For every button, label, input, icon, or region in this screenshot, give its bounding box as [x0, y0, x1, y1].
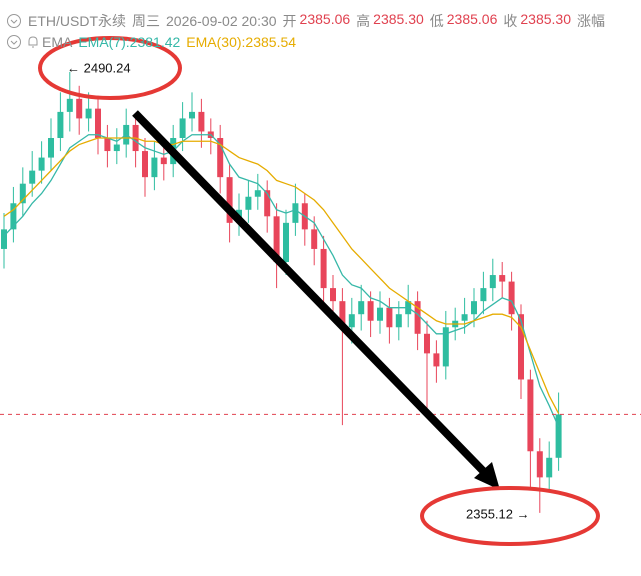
candle-body: [179, 118, 186, 138]
candle-body: [113, 144, 120, 152]
bell-icon[interactable]: [26, 35, 40, 49]
candle-body: [386, 307, 393, 328]
field-label: 低: [429, 13, 444, 29]
header-row: ETH/USDT永续 周三 2026-09-02 20:30 开 2385.06 高…: [0, 11, 608, 31]
candle-body: [367, 301, 374, 321]
indicator-row: EMA EMA(7):2381.42 EMA(30):2385.54: [0, 34, 302, 50]
candle-body: [254, 190, 261, 197]
candle-body: [499, 275, 506, 282]
ema-line: [3, 137, 560, 414]
field-label: 高: [356, 13, 371, 29]
candle-body: [311, 229, 318, 249]
weekday: 周三: [132, 13, 160, 29]
highlight-circle: [420, 486, 600, 546]
candle-body: [546, 457, 553, 478]
ema-line: [3, 133, 560, 428]
candle-body: [95, 108, 101, 138]
plot-area: [0, 71, 641, 513]
expand-icon[interactable]: [6, 13, 22, 29]
candle-body: [320, 248, 327, 289]
candle-body: [330, 288, 336, 302]
candle-body: [283, 222, 289, 262]
candle-body: [461, 314, 468, 321]
candle-body: [518, 314, 524, 380]
candle-body: [489, 275, 496, 289]
candle-body: [480, 288, 487, 302]
field-value: 2385.06: [299, 11, 351, 27]
candle-body: [48, 138, 54, 158]
candle-body: [358, 301, 365, 315]
candle-body: [264, 190, 271, 217]
field-value: 2385.30: [373, 11, 424, 27]
candle-body: [189, 111, 195, 119]
candle-body: [160, 157, 167, 165]
candle-body: [273, 216, 280, 262]
arrow-head: [474, 462, 500, 490]
candle-body: [10, 203, 17, 230]
candle-body: [339, 301, 346, 328]
candle-body: [292, 203, 299, 223]
candle-body: [414, 301, 421, 334]
candle-body: [19, 183, 26, 204]
candle-body: [66, 98, 73, 112]
trend-arrow: [132, 110, 491, 479]
candle-body: [198, 111, 205, 132]
candle-body: [527, 379, 534, 452]
candle-body: [433, 353, 440, 367]
candle-body: [508, 281, 515, 315]
field-value: 2385.30: [520, 11, 571, 27]
candle-body: [442, 327, 449, 367]
candle-body: [1, 229, 7, 249]
candle-body: [104, 138, 111, 152]
candle-body: [142, 151, 148, 178]
annotation: ← 2490.24: [67, 60, 131, 75]
candle-body: [395, 314, 402, 328]
legend-entry: EMA(7):2381.42: [78, 34, 181, 50]
legend-entry: EMA(30):2385.54: [186, 34, 297, 50]
candle-body: [226, 177, 233, 223]
highlight-circle: [38, 36, 182, 100]
candle-body: [536, 451, 543, 478]
legend: EMA(7):2381.42 EMA(30):2385.54: [78, 34, 302, 50]
candle-body: [555, 414, 562, 458]
candle-body: [29, 170, 36, 184]
field-value: 2385.06: [446, 11, 498, 27]
candle-body: [151, 157, 158, 178]
candle-body: [76, 98, 83, 119]
indicator-name: EMA: [42, 34, 73, 50]
candle-body: [377, 307, 383, 321]
annotation: 2355.12 →: [466, 506, 530, 521]
field-label: 收: [503, 13, 518, 29]
candle-body: [57, 111, 64, 138]
field-label: 开: [282, 13, 297, 29]
candle-body: [245, 196, 252, 210]
candle-body: [471, 301, 477, 315]
candle-body: [217, 138, 224, 178]
candle-body: [38, 157, 45, 171]
ohlc-fields: 开 2385.06 高 2385.30 低 2385.06 收 2385.30 涨幅: [283, 11, 608, 31]
candle-body: [348, 314, 355, 328]
expand-icon[interactable]: [6, 34, 22, 50]
field-label: 涨幅: [576, 13, 605, 29]
symbol: ETH/USDT永续: [28, 13, 126, 29]
candle-body: [424, 333, 430, 354]
candle-body: [85, 108, 92, 119]
datetime: 2026-09-02 20:30: [166, 13, 277, 29]
